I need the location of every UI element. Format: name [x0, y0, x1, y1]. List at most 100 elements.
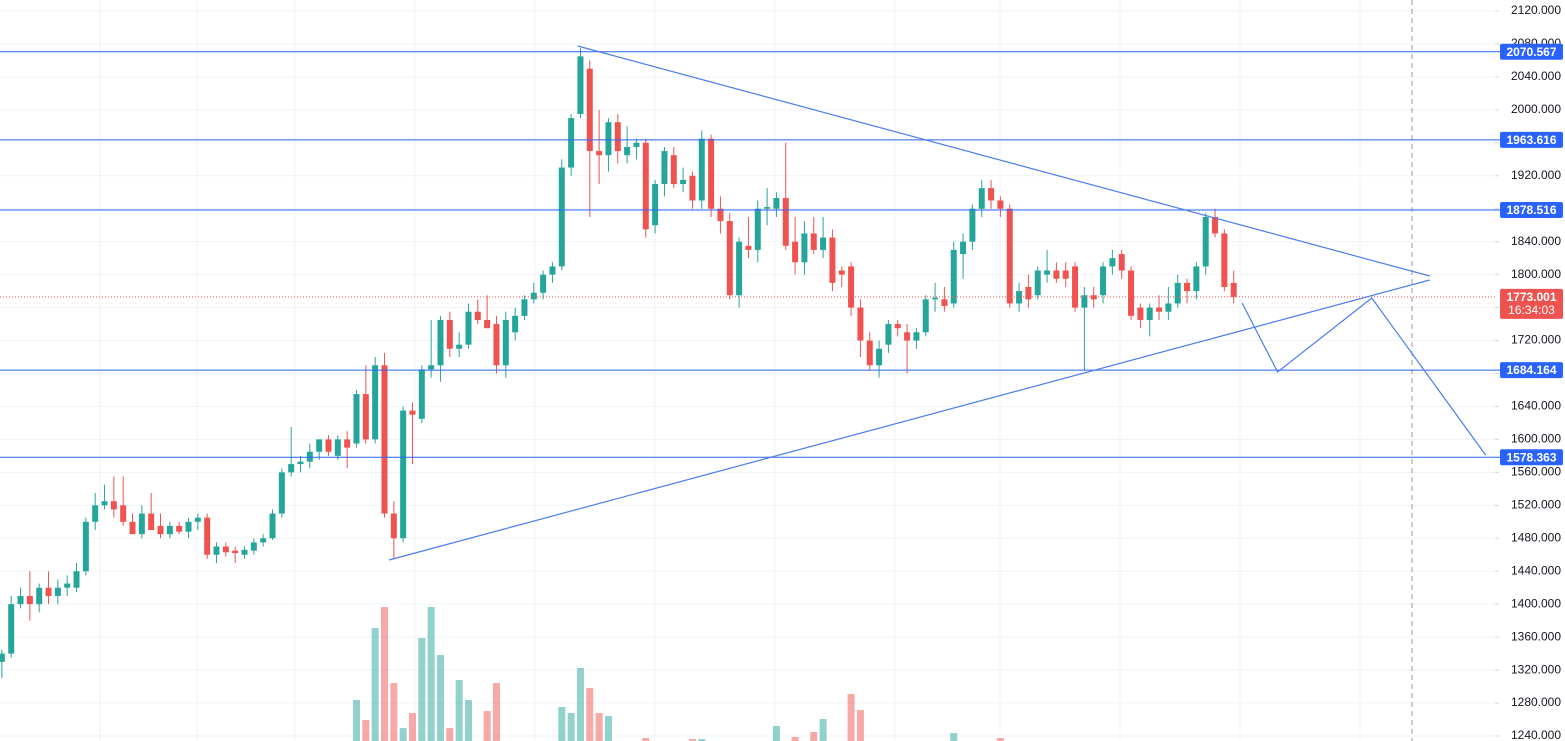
- volume-bar: [418, 638, 426, 741]
- candle-body: [437, 319, 444, 366]
- candle-body: [36, 587, 43, 605]
- candle-body: [764, 207, 771, 209]
- candle-body: [1025, 286, 1032, 300]
- candle-body: [549, 266, 556, 275]
- candle-body: [334, 439, 341, 456]
- volume-bar: [492, 683, 500, 741]
- candle-body: [1100, 266, 1107, 296]
- volume-bar: [595, 713, 603, 741]
- candle-body: [1034, 270, 1041, 296]
- level-label: 2070.567: [1506, 45, 1556, 59]
- candle-body: [1072, 266, 1079, 308]
- candle-body: [717, 208, 724, 222]
- candle-body: [1053, 270, 1060, 279]
- y-tick-label: 1400.000: [1511, 596, 1561, 610]
- volume-bar: [455, 680, 463, 741]
- candle-body: [857, 307, 864, 341]
- candle-body: [400, 410, 407, 539]
- y-tick-label: 1440.000: [1511, 563, 1561, 577]
- candle-body: [885, 324, 892, 345]
- volume-bar: [642, 738, 650, 741]
- volume-bar: [427, 607, 435, 741]
- candle-body: [306, 451, 313, 462]
- volume-bar: [408, 713, 416, 741]
- candle-body: [689, 175, 696, 201]
- candle-body: [428, 365, 435, 370]
- volume-bar: [558, 707, 566, 741]
- y-tick-label: 1840.000: [1511, 234, 1561, 248]
- candle-body: [922, 299, 929, 333]
- candle-body: [129, 521, 136, 535]
- volume-bar: [791, 737, 799, 741]
- candle-body: [540, 274, 547, 293]
- candle-body: [288, 464, 295, 473]
- countdown-label: 16:34:03: [1508, 303, 1555, 317]
- candle-body: [1212, 216, 1219, 234]
- candle-body: [157, 525, 164, 535]
- candle-body: [652, 184, 659, 226]
- candle-body: [73, 571, 80, 588]
- level-label: 1878.516: [1506, 203, 1556, 217]
- candle-body: [913, 332, 920, 341]
- candle-body: [138, 513, 145, 535]
- candle-body: [176, 525, 183, 532]
- candle-body: [493, 324, 500, 366]
- candle-body: [633, 142, 640, 147]
- candle-body: [484, 319, 491, 329]
- candle-body: [894, 324, 901, 329]
- trend-line: [388, 279, 1430, 561]
- level-label-box: [1500, 43, 1563, 60]
- candle-body: [64, 583, 71, 588]
- candle-body: [997, 200, 1004, 209]
- candle-body: [988, 188, 995, 201]
- volume-bar: [483, 711, 491, 741]
- volume-bar: [847, 694, 855, 741]
- y-tick-label: 1280.000: [1511, 695, 1561, 709]
- candle-body: [1165, 303, 1172, 312]
- candle-body: [1128, 270, 1135, 316]
- candle-body: [1090, 295, 1097, 300]
- volume-bar: [464, 700, 472, 741]
- candle-body: [222, 546, 229, 553]
- candle-body: [1174, 282, 1181, 304]
- candle-body: [17, 595, 24, 605]
- candle-body: [390, 513, 397, 539]
- volume-bar: [399, 728, 407, 741]
- y-tick-label: 1520.000: [1511, 497, 1561, 511]
- candle-body: [792, 241, 799, 263]
- candle-body: [213, 546, 220, 555]
- volume-bar: [688, 739, 696, 741]
- candle-body: [773, 198, 780, 209]
- candle-body: [558, 167, 565, 267]
- candle-body: [829, 237, 836, 283]
- candle-body: [353, 394, 360, 444]
- y-tick-label: 1480.000: [1511, 530, 1561, 544]
- candle-body: [1044, 270, 1051, 275]
- volume-bar: [698, 739, 706, 741]
- volume-bar: [380, 607, 388, 741]
- candle-body: [54, 587, 61, 596]
- candle-body: [932, 297, 939, 300]
- candle-body: [512, 315, 519, 333]
- candle-body: [642, 142, 649, 230]
- candle-body: [110, 501, 117, 510]
- candle-body: [530, 292, 537, 300]
- candle-body: [316, 439, 323, 452]
- candle-body: [120, 505, 127, 522]
- last-price-label: 1773.001: [1506, 290, 1556, 304]
- y-tick-label: 1920.000: [1511, 168, 1561, 182]
- candle-body: [1006, 208, 1013, 304]
- candle-body: [614, 122, 621, 152]
- trend-line: [1241, 297, 1487, 456]
- candle-body: [194, 517, 201, 522]
- volume-bar: [371, 628, 379, 741]
- candle-body: [1193, 266, 1200, 292]
- candle-body: [325, 439, 332, 452]
- y-tick-label: 2040.000: [1511, 69, 1561, 83]
- level-label: 1963.616: [1506, 133, 1556, 147]
- candle-body: [185, 521, 192, 532]
- y-tick-label: 2000.000: [1511, 102, 1561, 116]
- volume-bar: [586, 688, 594, 741]
- candle-body: [418, 369, 425, 419]
